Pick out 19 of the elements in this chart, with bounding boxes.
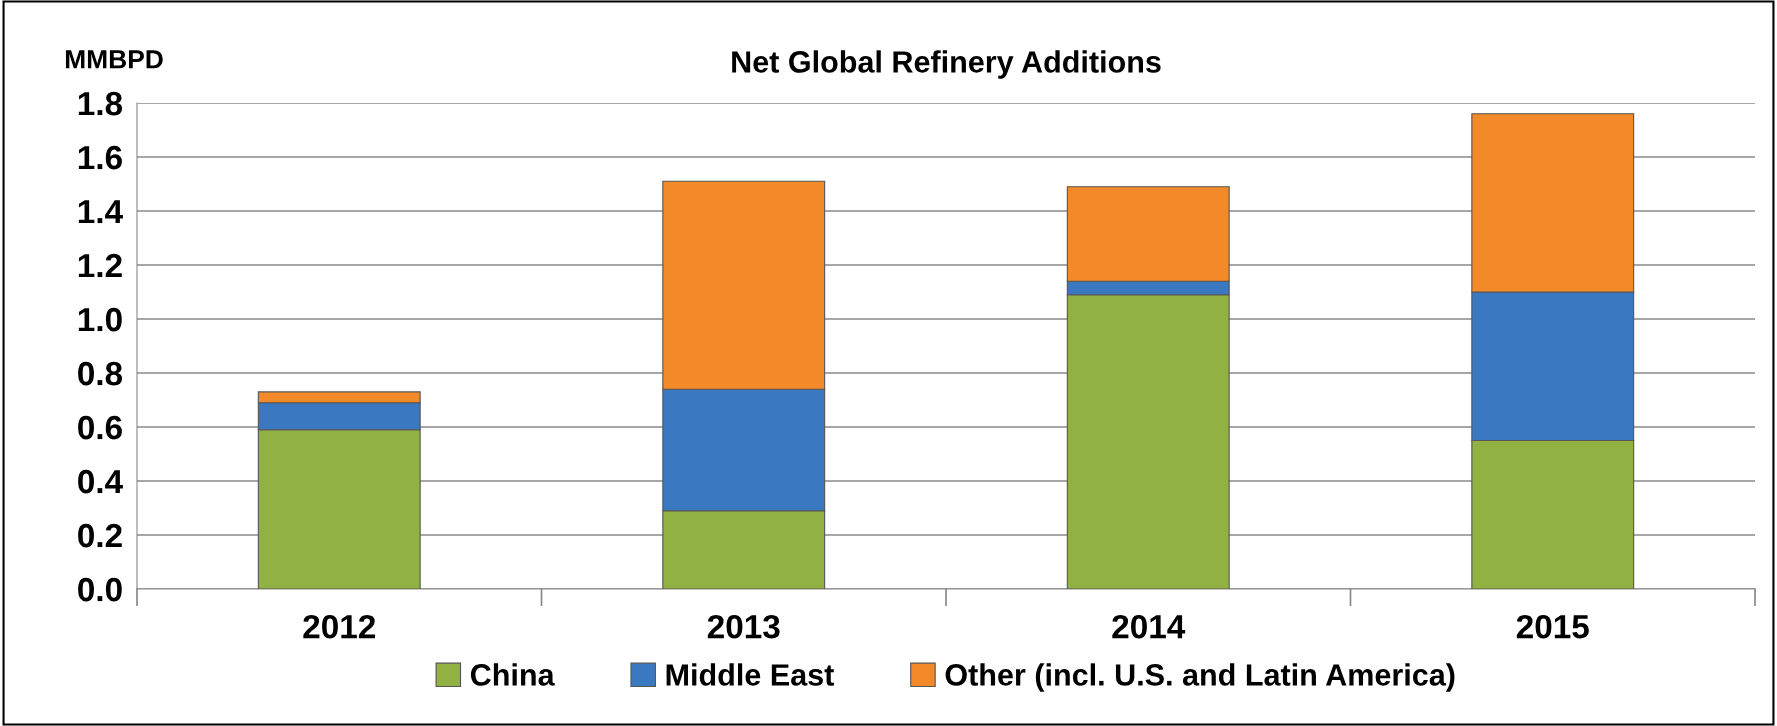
y-tick-label: 1.6 (78, 145, 122, 170)
y-tick-label: 0.8 (78, 361, 123, 386)
y-tick-label: 1.8 (78, 91, 123, 116)
x-tick-label: 2013 (707, 614, 780, 639)
legend-label: China (470, 663, 555, 686)
x-tick-label: 2012 (303, 614, 375, 639)
y-tick-label: 1.4 (78, 200, 123, 224)
y-tick-label: 1.0 (78, 307, 122, 332)
y-tick-label: 0.4 (78, 469, 123, 494)
y-tick-label: 0.0 (78, 577, 122, 602)
y-tick-label: 1.2 (78, 253, 122, 278)
legend-label: Middle East (666, 663, 834, 686)
x-tick-label: 2015 (1516, 614, 1589, 639)
x-tick-label: 2014 (1112, 614, 1186, 639)
legend-label: Other (incl. U.S. and Latin America) (945, 663, 1455, 692)
y-tick-label: 0.6 (78, 415, 122, 440)
y-tick-label: 0.2 (78, 523, 122, 548)
chart-title: Net Global Refinery Additions (732, 50, 1161, 79)
y-axis-title: MMBPD (65, 50, 163, 69)
